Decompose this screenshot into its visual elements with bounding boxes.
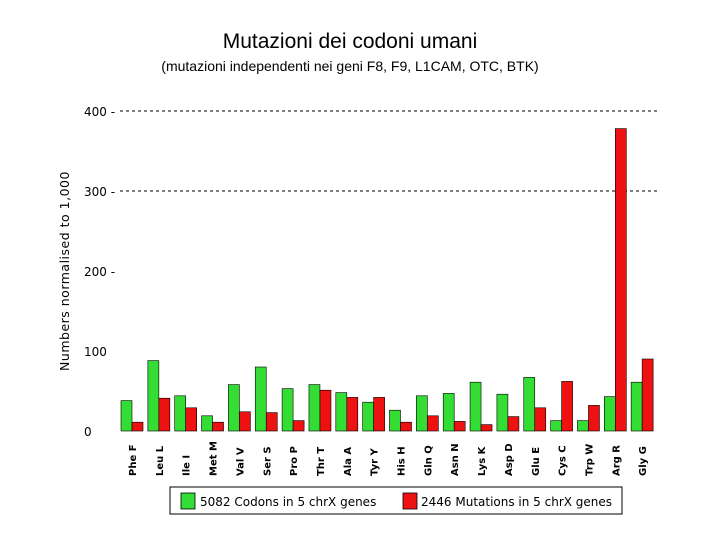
bar-mutations — [239, 411, 251, 432]
bar-codons — [577, 420, 589, 432]
bar-codons — [281, 388, 294, 432]
x-category-label: Phe F — [128, 444, 139, 476]
bar-codons — [254, 366, 267, 432]
bar-codons — [335, 392, 348, 432]
bar-codons — [603, 396, 616, 432]
bar-codons — [120, 400, 133, 432]
legend-swatch-mutations — [402, 492, 418, 510]
x-category-label: Tyr Y — [370, 447, 381, 476]
y-tick-label: 200 - — [84, 265, 115, 279]
x-category-label: Gly G — [638, 446, 649, 476]
x-category-label: Cys C — [558, 445, 569, 476]
y-tick-label: 400 - — [84, 105, 115, 119]
bar-mutations — [561, 381, 573, 432]
x-category-label: Leu L — [155, 445, 166, 476]
y-tick-label: 100 — [84, 345, 107, 359]
chart-title: Mutazioni dei codoni umani — [222, 30, 478, 53]
x-category-label: Asn N — [450, 443, 461, 476]
bar-mutations — [453, 421, 466, 432]
bar-mutations — [265, 412, 278, 432]
bar-mutations — [212, 421, 224, 432]
bar-codons — [389, 409, 401, 432]
bar-codons — [496, 393, 509, 432]
bar-codons — [523, 377, 536, 432]
bar-codons — [469, 381, 482, 432]
x-category-label: Arg R — [611, 445, 622, 476]
x-category-label: Ser S — [262, 446, 273, 476]
bar-codons — [201, 415, 213, 432]
bar-codons — [630, 381, 643, 432]
legend-label-codons: 5082 Codons in 5 chrX genes — [200, 495, 376, 509]
bar-codons — [228, 384, 240, 432]
bar-codons — [308, 384, 321, 432]
x-category-label: Thr T — [316, 447, 327, 476]
bar-mutations — [131, 421, 144, 432]
bar-mutations — [319, 389, 332, 432]
bar-mutations — [588, 405, 600, 432]
bars — [120, 128, 654, 432]
bar-mutations — [158, 397, 171, 432]
legend-label-mutations: 2446 Mutations in 5 chrX genes — [421, 495, 612, 509]
y-axis-label: Numbers normalised to 1,000 — [57, 171, 72, 371]
x-category-label: Trp W — [584, 444, 595, 476]
y-axis-ticks: 0 100 200 - 300 - 400 - — [84, 105, 115, 439]
x-category-label: Met M — [209, 441, 220, 476]
y-tick-label: 300 - — [84, 185, 115, 199]
bar-codons — [174, 395, 186, 432]
bar-mutations — [507, 416, 520, 432]
bar-codons — [416, 395, 428, 432]
bar-codons — [550, 420, 562, 432]
bar-mutations — [614, 128, 627, 432]
bar-codons — [362, 401, 374, 432]
bar-mutations — [346, 397, 359, 432]
bar-mutations — [641, 358, 654, 432]
x-category-label: Ala A — [343, 447, 354, 476]
grid-lines — [120, 110, 660, 192]
y-tick-label: 0 — [84, 425, 92, 439]
chart-subtitle: (mutazioni independenti nei geni F8, F9,… — [161, 58, 539, 74]
x-axis-categories: Phe F Leu L Ile I Met M Val V Ser S Pro P Thr T… — [128, 441, 649, 476]
bar-mutations — [427, 415, 439, 432]
bar-mutations — [185, 407, 197, 432]
x-category-label: Val V — [235, 447, 246, 476]
legend-swatch-codons — [180, 492, 196, 510]
legend-box — [169, 486, 623, 515]
bar-codons — [147, 360, 160, 432]
bar-mutations — [480, 424, 493, 432]
bar-mutations — [400, 421, 412, 432]
x-category-label: Gln Q — [423, 445, 434, 476]
x-category-label: Glu E — [531, 447, 542, 476]
x-category-label: Lys K — [477, 445, 488, 476]
bar-mutations — [292, 420, 305, 432]
x-category-label: Ile I — [182, 455, 193, 476]
x-category-label: His H — [397, 446, 408, 476]
bar-mutations — [373, 397, 385, 432]
legend: 5082 Codons in 5 chrX genes 2446 Mutatio… — [169, 486, 623, 515]
bar-mutations — [534, 407, 547, 432]
bar-codons — [442, 393, 455, 432]
x-category-label: Asp D — [504, 443, 515, 476]
x-category-label: Pro P — [289, 446, 300, 476]
